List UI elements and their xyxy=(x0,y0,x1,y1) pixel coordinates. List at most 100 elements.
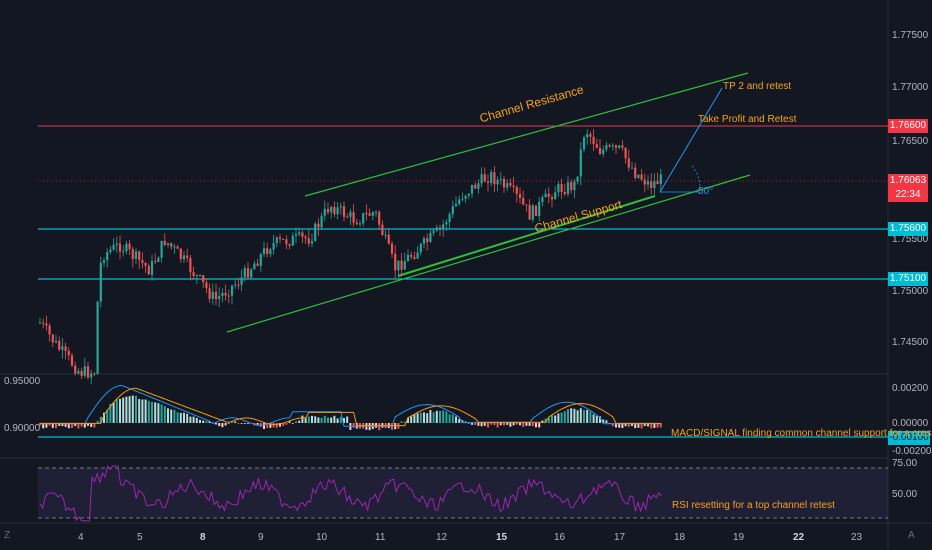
macd-histogram-bar xyxy=(650,423,653,429)
candle-body xyxy=(230,285,234,296)
candle-body xyxy=(330,206,333,213)
macd-histogram-bar xyxy=(195,417,198,423)
macd-note[interactable]: MACD/SIGNAL finding common channel suppo… xyxy=(671,428,932,439)
macd-histogram-bar xyxy=(563,411,566,423)
macd-histogram-bar xyxy=(400,421,403,423)
macd-histogram-bar xyxy=(144,399,147,423)
tp2-projection-line[interactable] xyxy=(659,87,723,193)
candle-body xyxy=(291,235,294,246)
macd-histogram-bar xyxy=(317,417,320,423)
candle-body xyxy=(358,223,362,225)
time-axis-label: 19 xyxy=(733,532,745,543)
macd-histogram-bar xyxy=(576,410,579,423)
scale-mode-z[interactable]: Z xyxy=(4,530,11,541)
macd-histogram-bar xyxy=(77,423,80,429)
rsi-line xyxy=(39,465,662,522)
candle-body xyxy=(602,149,605,155)
macd-indicator xyxy=(39,385,662,431)
rsi-note[interactable]: RSI resetting for a top channel retest xyxy=(672,500,835,511)
macd-histogram-bar xyxy=(535,423,537,428)
macd-histogram-bar xyxy=(208,421,211,423)
macd-right-label: 0.00000 xyxy=(892,418,929,429)
candle-body xyxy=(413,256,416,259)
macd-histogram-bar xyxy=(234,421,237,423)
candle-body xyxy=(646,181,650,185)
candle-body xyxy=(198,274,202,276)
macd-histogram-bar xyxy=(61,423,64,427)
macd-histogram-bar xyxy=(512,423,515,426)
candle-body xyxy=(592,136,595,145)
support-lower-price-tag[interactable]: 1.75100 xyxy=(888,272,928,286)
candle-body xyxy=(605,145,608,150)
candle-body xyxy=(566,182,570,195)
support-upper-price-tag[interactable]: 1.75600 xyxy=(888,222,928,236)
macd-histogram-bar xyxy=(176,412,179,423)
candle-body xyxy=(461,198,464,200)
macd-histogram-bar xyxy=(499,423,502,426)
macd-level-tag[interactable]: -0.00100 xyxy=(888,431,930,445)
candle-body xyxy=(582,137,586,150)
channel-lower-line[interactable] xyxy=(226,174,751,333)
resistance-price-tag[interactable]: 1.76600 xyxy=(888,119,928,133)
candle-body xyxy=(365,213,368,215)
macd-histogram-bar xyxy=(221,423,224,428)
candle-body xyxy=(518,193,522,199)
macd-histogram-bar xyxy=(483,423,486,426)
macd-histogram-bar xyxy=(343,418,345,423)
macd-histogram-bar xyxy=(237,423,240,424)
macd-right-label: -0.00200 xyxy=(892,446,932,457)
macd-histogram-bar xyxy=(426,413,429,423)
candle-body xyxy=(362,213,365,224)
macd-histogram-bar xyxy=(192,416,195,423)
candle-body xyxy=(51,334,54,343)
candle-body xyxy=(624,147,627,159)
channel-upper-line[interactable] xyxy=(304,72,749,197)
candle-body xyxy=(528,205,531,220)
candle-body xyxy=(627,158,630,168)
candle-body xyxy=(442,224,445,229)
candle-body xyxy=(336,207,339,215)
candle-body xyxy=(173,246,176,248)
candle-body xyxy=(595,144,598,148)
candle-body xyxy=(451,206,454,215)
price-axis-tick: 1.77500 xyxy=(892,30,929,41)
macd-histogram-bar xyxy=(519,423,521,426)
candle-body xyxy=(86,366,90,378)
macd-histogram-bar xyxy=(243,423,246,424)
macd-histogram-bar xyxy=(51,423,54,428)
candle-body xyxy=(243,268,246,278)
candle-body xyxy=(470,184,474,194)
macd-histogram-bar xyxy=(291,423,294,424)
candle-body xyxy=(227,295,230,297)
candle-body xyxy=(253,263,256,270)
macd-histogram-bar xyxy=(531,423,534,427)
macd-histogram-bar xyxy=(435,410,438,423)
candle-body xyxy=(138,251,141,261)
candle-body xyxy=(294,234,298,236)
macd-histogram-bar xyxy=(627,423,630,427)
macd-histogram-bar xyxy=(327,417,329,423)
tp2-label[interactable]: TP 2 and retest xyxy=(723,81,792,92)
macd-histogram-bar xyxy=(647,423,649,427)
macd-histogram-bar xyxy=(157,403,160,423)
candle-body xyxy=(202,275,205,283)
candle-body xyxy=(531,205,534,220)
candle-body xyxy=(259,254,262,266)
macd-histogram-bar xyxy=(240,423,243,424)
macd-histogram-bar xyxy=(509,423,512,427)
candle-body xyxy=(246,268,250,278)
candle-body xyxy=(77,370,80,374)
rsi-right-label: 75.00 xyxy=(892,458,918,469)
candle-body xyxy=(45,323,48,326)
macd-histogram-bar xyxy=(621,423,624,428)
candle-body xyxy=(454,203,458,207)
candle-body xyxy=(93,373,96,375)
auto-scale-button[interactable]: A xyxy=(908,530,915,541)
macd-histogram-bar xyxy=(272,423,275,428)
macd-histogram-bar xyxy=(275,423,278,428)
take-profit-label[interactable]: Take Profit and Retest xyxy=(698,114,797,125)
current-price-tag[interactable]: 1.76063 xyxy=(888,174,928,188)
macd-histogram-bar xyxy=(490,423,493,425)
candle-body xyxy=(166,243,170,246)
